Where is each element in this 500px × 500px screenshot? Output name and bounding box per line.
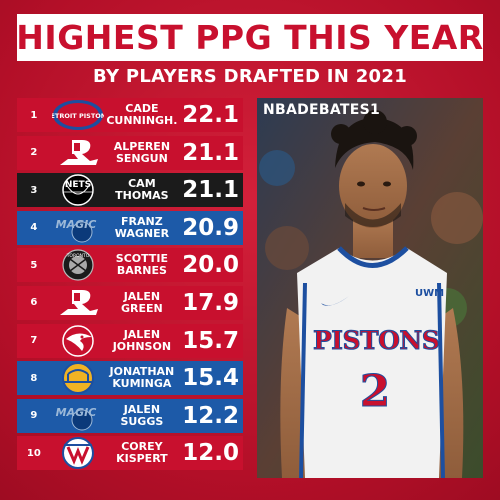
player-row: 9 MAGIC JALEN SUGGS 12.2: [17, 398, 243, 433]
svg-text:TORONTO: TORONTO: [66, 253, 90, 259]
player-name: COREY KISPERT: [106, 441, 177, 465]
player-first-name: JALEN: [123, 327, 161, 341]
player-ranking-list: 1DETROIT PISTONSCADECUNNINGH.22.12ALPERE…: [17, 98, 243, 474]
player-first-name: JONATHAN: [109, 365, 175, 379]
player-last-name: SENGUN: [115, 151, 168, 165]
raptors-logo: TORONTO: [51, 248, 107, 282]
player-name: JONATHAN KUMINGA: [106, 366, 177, 390]
rank-number: 8: [30, 372, 38, 384]
player-first-name: SCOTTIE: [115, 252, 168, 266]
wizards-logo: [51, 436, 107, 470]
player-first-name: CADE: [125, 102, 159, 115]
player-last-name: KUMINGA: [112, 377, 172, 391]
player-photo-illustration: [257, 98, 483, 478]
rank-number: 5: [30, 259, 38, 271]
rockets-logo: [51, 136, 107, 170]
player-last-name: GREEN: [121, 301, 163, 315]
player-first-name: CAM: [128, 177, 156, 191]
player-last-name: THOMAS: [115, 189, 169, 203]
ppg-value: 22.1: [182, 102, 240, 128]
player-last-name: CUNNINGH.: [106, 114, 178, 127]
ppg-value: 15.4: [182, 365, 240, 392]
rank-number: 3: [30, 184, 38, 196]
rockets-logo: [51, 286, 107, 320]
nets-logo: NETS: [51, 173, 107, 207]
ppg-value: 21.1: [182, 177, 240, 204]
jersey-number: 2: [359, 366, 391, 418]
watermark-handle: NBADEBATES1: [263, 102, 381, 118]
ppg-value: 20.0: [182, 252, 240, 279]
player-row: 1DETROIT PISTONSCADECUNNINGH.22.1: [17, 98, 243, 132]
player-name: FRANZ WAGNER: [106, 214, 177, 240]
rank-number: 7: [30, 335, 38, 347]
player-first-name: JALEN: [123, 289, 161, 303]
player-name: JALEN GREEN: [106, 289, 177, 315]
rank-number: 2: [30, 147, 38, 159]
player-name: CAM THOMAS: [106, 178, 177, 202]
player-row: 5 TORONTO SCOTTIE BARNES 20.0: [17, 248, 243, 283]
player-last-name: WAGNER: [114, 226, 170, 240]
player-row: 6 JALEN GREEN 17.9: [17, 285, 243, 320]
player-first-name: ALPEREN: [113, 139, 171, 153]
player-row: 8 JONATHAN KUMINGA 15.4: [17, 361, 243, 396]
player-name: SCOTTIE BARNES: [106, 253, 177, 277]
magic-logo: MAGIC: [51, 399, 107, 433]
rank-number: 10: [26, 447, 41, 459]
player-photo: NBADEBATES1 UWM PISTONS 2: [257, 98, 483, 478]
player-name: CADE CUNNINGH.: [106, 103, 177, 127]
rank-number: 1: [30, 109, 38, 121]
player-row: 4 MAGIC FRANZ WAGNER 20.9: [17, 210, 243, 245]
page-subtitle: BY PLAYERS DRAFTED IN 2021: [92, 66, 408, 87]
title-banner: HIGHEST PPG THIS YEAR: [16, 14, 484, 61]
player-row: 3 NETS CAM THOMAS 21.1: [17, 173, 243, 208]
player-name: ALPEREN SENGUN: [106, 139, 177, 165]
pistons-logo: DETROIT PISTONS: [51, 98, 107, 132]
warriors-logo: [51, 361, 107, 395]
rank-number: 9: [30, 410, 38, 422]
page-title: HIGHEST PPG THIS YEAR: [16, 18, 484, 57]
player-name: JALEN JOHNSON: [106, 327, 177, 353]
player-row: 7 JALEN JOHNSON 15.7: [17, 323, 243, 358]
hawks-logo: [51, 324, 107, 358]
player-first-name: FRANZ: [121, 214, 163, 228]
player-row: 2 ALPEREN SENGUN 21.1: [17, 135, 243, 170]
ppg-value: 12.0: [182, 440, 240, 467]
jersey-sponsor: UWM: [415, 288, 445, 299]
player-last-name: SUGGS: [120, 414, 164, 428]
player-first-name: JALEN: [123, 402, 161, 416]
player-last-name: JOHNSON: [112, 339, 172, 353]
ppg-value: 20.9: [182, 214, 240, 241]
rank-number: 4: [30, 222, 38, 234]
ppg-value: 15.7: [182, 327, 240, 354]
player-last-name: BARNES: [116, 264, 167, 278]
jersey-team-name: PISTONS: [313, 326, 441, 356]
ppg-value: 17.9: [182, 289, 240, 316]
svg-text:NETS: NETS: [65, 180, 91, 190]
ppg-value: 12.2: [182, 402, 240, 429]
player-first-name: COREY: [121, 440, 163, 454]
player-name: JALEN SUGGS: [106, 402, 177, 428]
player-row: 10 COREY KISPERT 12.0: [17, 436, 243, 471]
svg-text:MAGIC: MAGIC: [56, 406, 97, 419]
rank-number: 6: [30, 297, 38, 309]
player-last-name: KISPERT: [116, 452, 168, 466]
svg-text:DETROIT PISTONS: DETROIT PISTONS: [52, 112, 104, 120]
ppg-value: 21.1: [182, 139, 240, 166]
magic-logo: MAGIC: [51, 211, 107, 245]
svg-text:MAGIC: MAGIC: [56, 218, 97, 231]
